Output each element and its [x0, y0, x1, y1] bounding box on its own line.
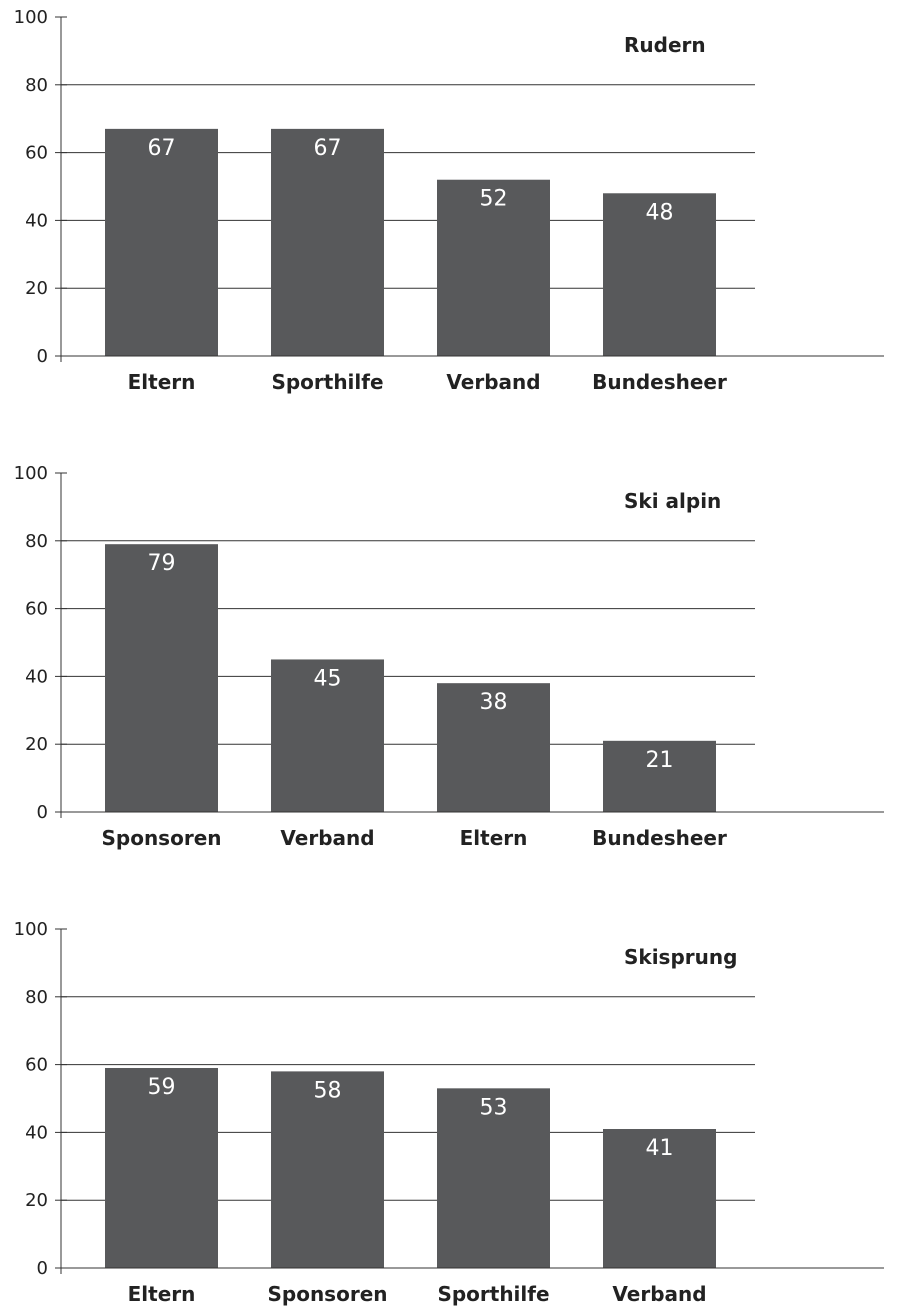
bar-value-label: 67 [148, 136, 176, 161]
category-label: Sporthilfe [437, 1282, 549, 1306]
bar [271, 659, 384, 812]
bar-value-label: 21 [646, 748, 674, 773]
y-tick-label: 80 [25, 531, 48, 552]
bar-value-label: 67 [314, 136, 342, 161]
y-tick-label: 0 [37, 346, 48, 367]
y-tick-label: 20 [25, 278, 48, 299]
category-label: Sporthilfe [271, 370, 383, 394]
bar [105, 1067, 218, 1268]
bar [271, 128, 384, 356]
category-label: Bundesheer [592, 826, 727, 850]
bar-value-label: 53 [480, 1095, 508, 1120]
y-tick-label: 40 [25, 666, 48, 687]
y-tick-label: 60 [25, 599, 48, 620]
category-label: Verband [446, 370, 540, 394]
category-label: Verband [612, 1282, 706, 1306]
y-tick-label: 100 [14, 7, 48, 28]
category-label: Sponsoren [267, 1282, 387, 1306]
bar [437, 179, 550, 356]
y-tick-label: 20 [25, 734, 48, 755]
y-tick-label: 80 [25, 987, 48, 1008]
y-tick-label: 60 [25, 1055, 48, 1076]
bar-value-label: 58 [314, 1078, 342, 1103]
bar [105, 544, 218, 812]
category-label: Verband [280, 826, 374, 850]
bar [437, 683, 550, 812]
y-tick-label: 0 [37, 802, 48, 823]
category-label: Eltern [128, 1282, 196, 1306]
bar [603, 740, 716, 812]
y-tick-label: 0 [37, 1258, 48, 1279]
bar [437, 1088, 550, 1268]
chart-skisprung: 59 58 53 41 0 20 40 60 80 100 Eltern Sponsoren Sport… [14, 919, 884, 1306]
bar [603, 1129, 716, 1268]
y-tick-label: 60 [25, 143, 48, 164]
chart-title: Rudern [624, 33, 706, 57]
category-label: Eltern [128, 370, 196, 394]
y-tick-label: 40 [25, 1122, 48, 1143]
category-label: Bundesheer [592, 370, 727, 394]
y-tick-label: 100 [14, 463, 48, 484]
y-tick-label: 100 [14, 919, 48, 940]
y-tick-label: 80 [25, 75, 48, 96]
bar-value-label: 45 [314, 666, 342, 691]
bar [271, 1071, 384, 1268]
bar-value-label: 59 [148, 1075, 176, 1100]
chart-ski-alpin: 79 45 38 21 0 20 40 60 80 100 Sponsoren Verband Elte… [14, 463, 884, 850]
chart-rudern: 67 67 52 48 0 20 40 60 80 100 Eltern Sporthilfe Verb… [14, 7, 884, 394]
y-tick-label: 20 [25, 1190, 48, 1211]
chart-title: Skisprung [624, 945, 737, 969]
category-label: Sponsoren [101, 826, 221, 850]
bar [603, 193, 716, 356]
chart-title: Ski alpin [624, 489, 721, 513]
bar-value-label: 79 [148, 551, 176, 576]
bar-value-label: 52 [480, 187, 508, 212]
bar-value-label: 41 [646, 1136, 674, 1161]
y-tick-label: 40 [25, 210, 48, 231]
category-label: Eltern [460, 826, 528, 850]
bar-value-label: 48 [646, 200, 674, 225]
bar-value-label: 38 [480, 690, 508, 715]
bar [105, 128, 218, 356]
